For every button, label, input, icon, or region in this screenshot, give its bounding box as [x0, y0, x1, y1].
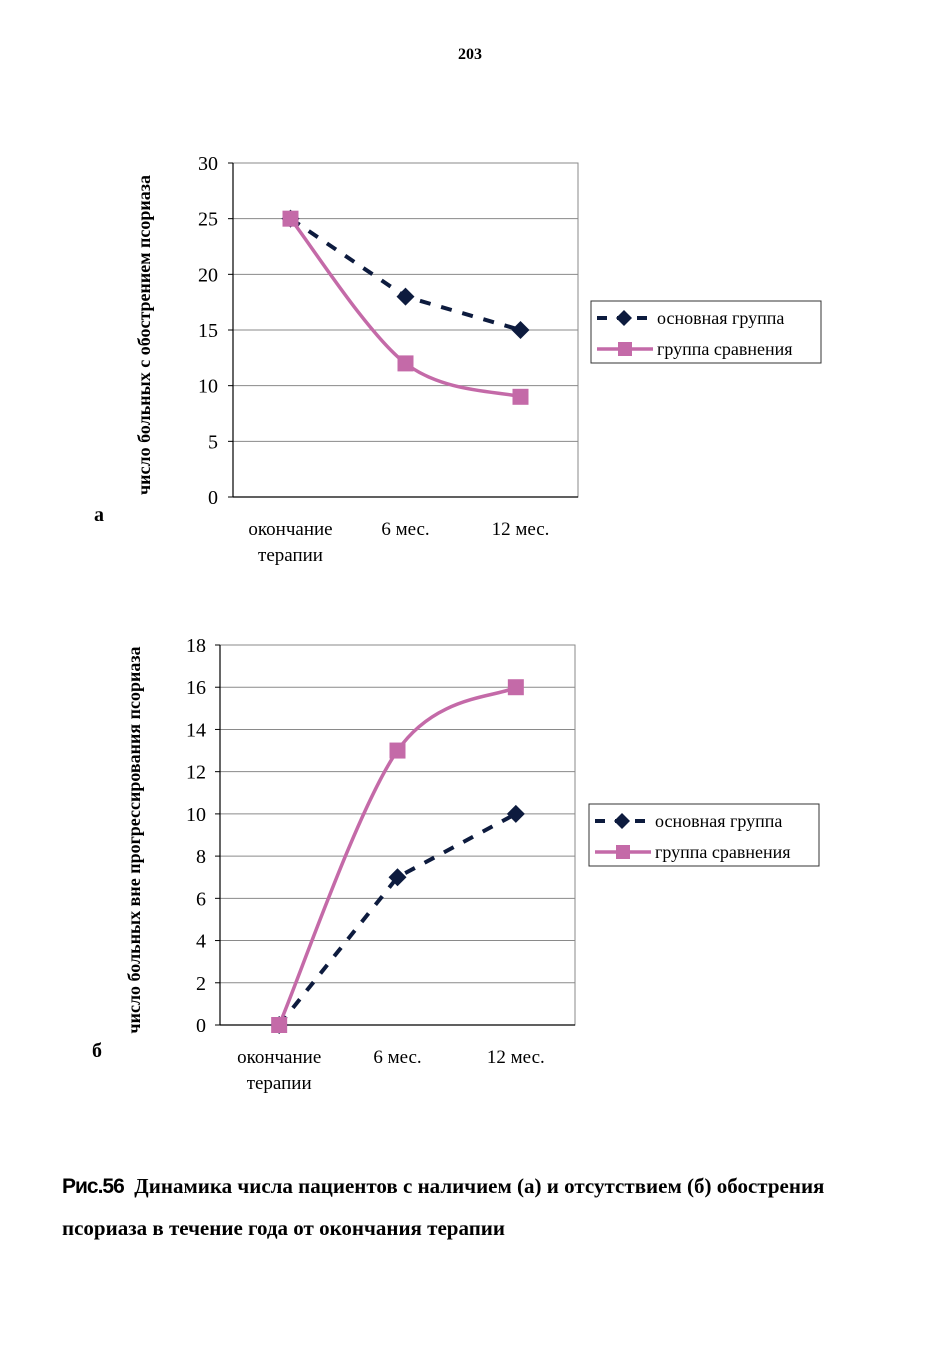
x-tick-label: 6 мес.	[381, 519, 429, 540]
x-tick-label: окончание	[237, 1047, 321, 1068]
series-line	[277, 812, 517, 1027]
y-tick-label: 15	[198, 320, 218, 342]
y-tick-label: 25	[198, 209, 218, 231]
series-main-group	[270, 804, 525, 1034]
series-line	[277, 685, 517, 1026]
data-point-square	[512, 388, 529, 405]
y-tick-label: 5	[208, 431, 218, 453]
chart-b: 0 2 4 6 8 10 12 14 16 18 окончание терапии 6 мес. 12 …	[124, 635, 820, 1094]
y-tick-label: 16	[186, 677, 206, 699]
y-tick-label: 0	[208, 487, 218, 509]
legend-label: группа сравнения	[655, 842, 791, 862]
y-tick-label: 10	[198, 376, 218, 398]
y-tick-label: 30	[198, 153, 218, 175]
x-tick-label: 12 мес.	[487, 1047, 545, 1068]
caption-text-1: Динамика числа пациентов с наличием (а) …	[134, 1174, 825, 1198]
legend-swatch-square	[616, 845, 630, 859]
y-tick-label: 10	[186, 804, 206, 826]
figure-caption-line-2: псориаза в течение года от окончания тер…	[62, 1207, 902, 1249]
x-tick-label: терапии	[258, 545, 323, 566]
y-tick-label: 20	[198, 264, 218, 286]
panel-label-b: б	[92, 1040, 102, 1062]
x-tick-label: 6 мес.	[373, 1047, 421, 1068]
legend-swatch-square	[618, 342, 632, 356]
legend-swatch-diamond	[614, 813, 630, 829]
legend: основная группа группа сравнения	[590, 300, 822, 364]
x-tick-label: терапии	[247, 1073, 312, 1094]
series-comparison-group	[271, 679, 524, 1033]
caption-text-2: псориаза в течение года от окончания тер…	[62, 1216, 506, 1240]
y-tick-label: 8	[196, 846, 206, 868]
y-tick-label: 12	[186, 762, 206, 784]
data-point-square	[271, 1017, 288, 1033]
x-tick-label: окончание	[248, 519, 332, 540]
y-tick-label: 14	[186, 719, 206, 741]
y-axis-title: число больных вне прогрессирования псори…	[124, 646, 144, 1033]
series-comparison-group	[282, 210, 529, 405]
figure-caption-line-1: Рис.56 Динамика числа пациентов с наличи…	[62, 1165, 902, 1208]
legend-label: группа сравнения	[657, 339, 793, 359]
y-tick-label: 2	[196, 973, 206, 995]
legend-swatch-diamond	[616, 310, 632, 326]
plot-area	[219, 644, 576, 1026]
y-axis-title: число больных с обострением псориаза	[134, 175, 154, 495]
page-number: 203	[458, 46, 482, 63]
y-tick-label: 4	[196, 931, 206, 953]
data-point-square	[389, 742, 406, 759]
legend-label: основная группа	[657, 308, 784, 328]
legend-label: основная группа	[655, 811, 782, 831]
x-tick-label: 12 мес.	[492, 519, 550, 540]
data-point-square	[397, 355, 414, 372]
data-point-diamond	[506, 804, 525, 823]
data-point-diamond	[511, 321, 530, 339]
y-tick-label: 18	[186, 635, 206, 657]
data-point-diamond	[388, 868, 407, 887]
chart-a: 0 5 10 15 20 25 30 окончание терапии 6 мес. 12 мес…	[134, 153, 822, 566]
legend: основная группа группа сравнения	[588, 803, 820, 867]
data-point-diamond	[396, 287, 415, 306]
figure-number: Рис.56	[62, 1175, 125, 1198]
panel-label-a: а	[94, 504, 104, 526]
data-point-square	[507, 679, 524, 696]
y-tick-label: 6	[196, 888, 206, 910]
data-point-square	[282, 210, 299, 227]
y-tick-label: 0	[196, 1015, 206, 1037]
